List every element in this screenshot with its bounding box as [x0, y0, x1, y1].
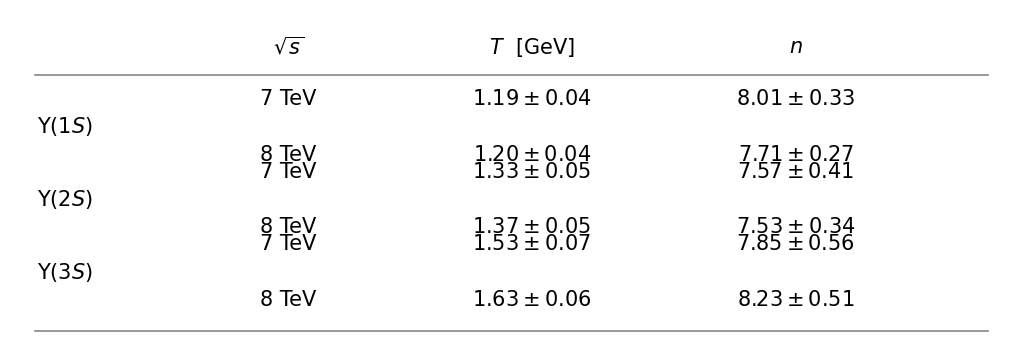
Text: $8.01 \pm 0.33$: $8.01 \pm 0.33$: [737, 89, 855, 109]
Text: $1.33 \pm 0.05$: $1.33 \pm 0.05$: [473, 162, 591, 182]
Text: $n$: $n$: [789, 38, 802, 57]
Text: $\Upsilon(3S)$: $\Upsilon(3S)$: [37, 261, 93, 284]
Text: $7.53 \pm 0.34$: $7.53 \pm 0.34$: [736, 217, 855, 237]
Text: $7.85 \pm 0.56$: $7.85 \pm 0.56$: [737, 234, 855, 255]
Text: $T$  [GeV]: $T$ [GeV]: [489, 36, 575, 59]
Text: 8 TeV: 8 TeV: [260, 217, 316, 237]
Text: $7.71 \pm 0.27$: $7.71 \pm 0.27$: [738, 144, 853, 165]
Text: $\sqrt{s}$: $\sqrt{s}$: [272, 36, 304, 58]
Text: $1.53 \pm 0.07$: $1.53 \pm 0.07$: [473, 234, 591, 255]
Text: $8.23 \pm 0.51$: $8.23 \pm 0.51$: [737, 290, 854, 310]
Text: $1.63 \pm 0.06$: $1.63 \pm 0.06$: [473, 290, 591, 310]
Text: 8 TeV: 8 TeV: [260, 290, 316, 310]
Text: 7 TeV: 7 TeV: [260, 162, 316, 182]
Text: $\Upsilon(2S)$: $\Upsilon(2S)$: [37, 188, 93, 211]
Text: $\Upsilon(1S)$: $\Upsilon(1S)$: [37, 115, 93, 138]
Text: 7 TeV: 7 TeV: [260, 89, 316, 109]
Text: 7 TeV: 7 TeV: [260, 234, 316, 255]
Text: 8 TeV: 8 TeV: [260, 144, 316, 165]
Text: $1.37 \pm 0.05$: $1.37 \pm 0.05$: [473, 217, 591, 237]
Text: $7.57 \pm 0.41$: $7.57 \pm 0.41$: [737, 162, 854, 182]
Text: $1.19 \pm 0.04$: $1.19 \pm 0.04$: [472, 89, 591, 109]
Text: $1.20 \pm 0.04$: $1.20 \pm 0.04$: [473, 144, 591, 165]
